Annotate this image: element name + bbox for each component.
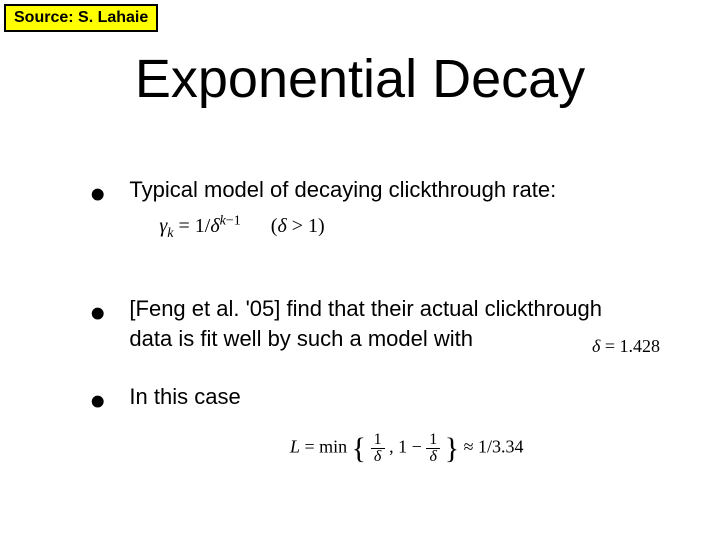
slide-content: • Typical model of decaying clickthrough…: [90, 175, 650, 440]
bullet-1-text: Typical model of decaying clickthrough r…: [129, 177, 556, 202]
bullet-marker: •: [90, 392, 105, 412]
bullet-item-2: • [Feng et al. '05] find that their actu…: [90, 294, 650, 353]
delta-value-formula: δ = 1.428: [592, 334, 660, 358]
formula-l-min: L = min { 1δ , 1 − 1δ } ≈ 1/3.34: [290, 432, 524, 465]
bullet-text-2: [Feng et al. '05] find that their actual…: [129, 294, 650, 353]
bullet-marker: •: [90, 304, 105, 324]
bullet-3-text: In this case: [129, 384, 240, 409]
bullet-marker: •: [90, 185, 105, 205]
formula-gamma: γk = 1/δk−1 (δ > 1): [159, 213, 556, 245]
bullet-2-text-mid: data is fit well by such a model with: [129, 326, 473, 351]
bullet-2-text-pre: [Feng et al. '05] find that their actual…: [129, 296, 602, 321]
bullet-item-3: • In this case: [90, 382, 650, 412]
bullet-text-1: Typical model of decaying clickthrough r…: [129, 175, 556, 244]
bullet-item-1: • Typical model of decaying clickthrough…: [90, 175, 650, 244]
slide-title: Exponential Decay: [0, 48, 720, 110]
source-attribution-box: Source: S. Lahaie: [4, 4, 158, 32]
bullet-text-3: In this case: [129, 382, 240, 412]
source-label: Source: S. Lahaie: [14, 9, 148, 26]
